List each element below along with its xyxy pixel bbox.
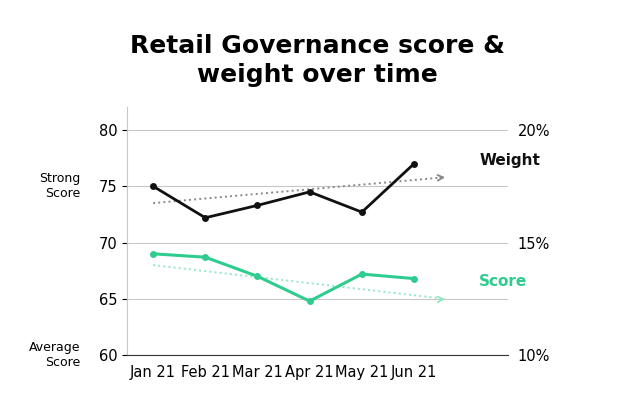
- Text: Strong
Score: Strong Score: [39, 172, 81, 200]
- Text: Weight: Weight: [479, 153, 540, 168]
- Text: Score: Score: [479, 275, 528, 290]
- Title: Retail Governance score &
weight over time: Retail Governance score & weight over ti…: [130, 34, 505, 88]
- Text: Average
Score: Average Score: [29, 341, 81, 369]
